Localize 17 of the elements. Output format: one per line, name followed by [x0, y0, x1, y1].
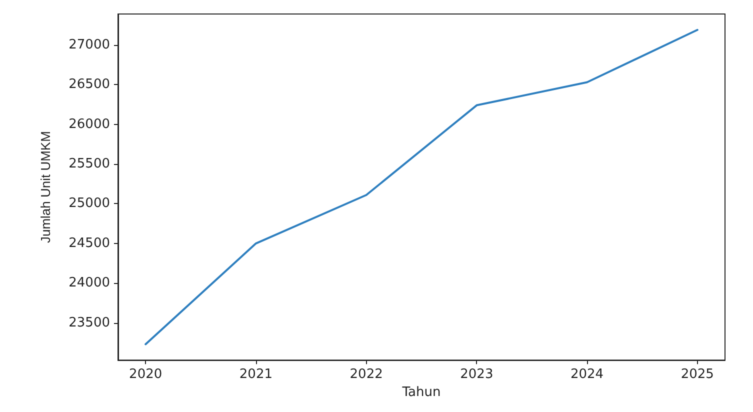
y-tick-label: 26000: [68, 116, 110, 132]
x-tick-label: 2022: [350, 367, 383, 382]
y-tick-label: 24000: [68, 276, 110, 291]
x-tick-label: 2020: [129, 367, 162, 382]
y-axis-title: Jumlah Unit UMKM: [38, 131, 53, 244]
y-tick-label: 23500: [68, 315, 110, 330]
y-tick-label: 25500: [68, 156, 110, 172]
line-series: [144, 28, 698, 346]
x-tick-label: 2021: [239, 367, 272, 382]
y-tick-label: 26500: [68, 77, 110, 92]
x-tick-label: 2023: [460, 367, 494, 382]
x-tick-label: 2025: [680, 367, 714, 382]
x-axis-title: Tahun: [401, 385, 441, 400]
y-tick-label: 24500: [68, 236, 110, 251]
y-tick-label: 25000: [68, 196, 110, 212]
y-tick-label: 27000: [68, 37, 110, 52]
x-tick-label: 2024: [570, 367, 604, 382]
